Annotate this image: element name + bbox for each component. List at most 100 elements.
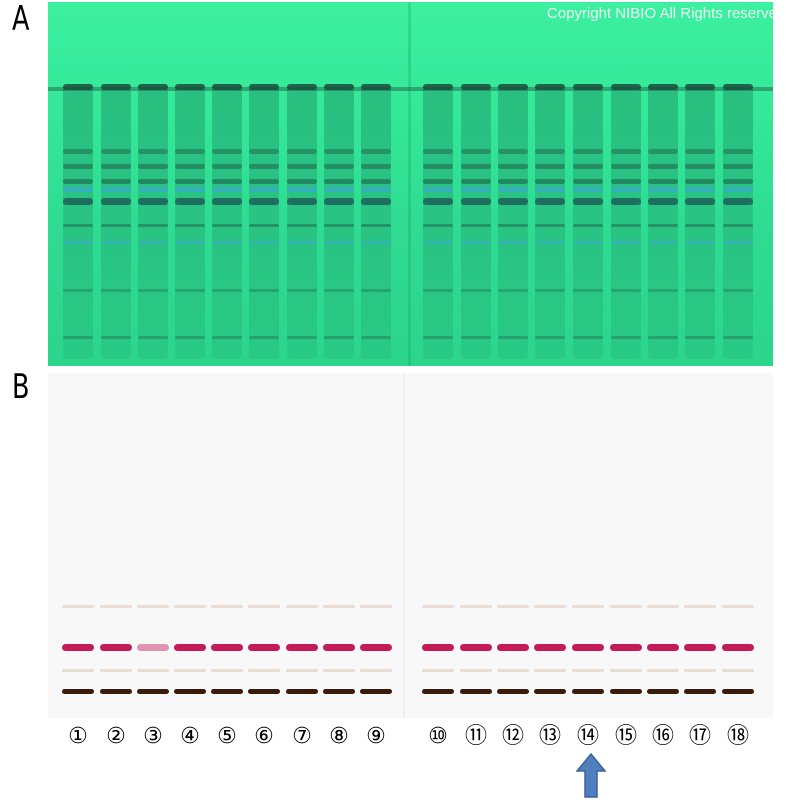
spot-band [461, 198, 491, 205]
spot-band [498, 241, 528, 244]
spot-band [423, 289, 453, 292]
spot-band [175, 198, 205, 205]
spot-band [138, 336, 168, 339]
spot-band [423, 84, 453, 90]
spot-band [535, 224, 565, 227]
spot-band [62, 644, 94, 651]
lane-number-label: ⑪ [464, 724, 487, 749]
spot-band [324, 187, 354, 192]
spot-band [573, 179, 603, 184]
spot-band [212, 84, 242, 90]
spot-band [611, 179, 641, 184]
spot-band [497, 644, 529, 651]
spot-band [62, 669, 94, 672]
spot-band [63, 198, 93, 205]
spot-band [174, 669, 206, 672]
spot-band [535, 179, 565, 184]
lane-number-label: ③ [143, 724, 163, 749]
spot-band [175, 179, 205, 184]
spot-band [723, 164, 753, 169]
spot-band [175, 84, 205, 90]
spot-band [535, 289, 565, 292]
lane-number-label: ⑯ [651, 724, 674, 749]
spot-band [63, 336, 93, 339]
spot-band [423, 187, 453, 192]
spot-band [324, 241, 354, 244]
spot-band [685, 198, 715, 205]
spot-band [63, 224, 93, 227]
spot-band [684, 605, 716, 608]
spot-band [611, 336, 641, 339]
plate-b-lane [323, 595, 355, 705]
spot-band [63, 164, 93, 169]
spot-band [286, 689, 318, 694]
spot-band [287, 164, 317, 169]
spot-band [323, 669, 355, 672]
spot-band [360, 689, 392, 694]
plate-a-lane [685, 84, 715, 359]
lane-number-label: ⑧ [329, 724, 349, 749]
plate-a-lane [324, 84, 354, 359]
spot-band [360, 669, 392, 672]
spot-band [422, 669, 454, 672]
spot-band [647, 669, 679, 672]
spot-band [722, 689, 754, 694]
plate-b-lane [422, 595, 454, 705]
spot-band [423, 336, 453, 339]
spot-band [175, 224, 205, 227]
spot-band [248, 689, 280, 694]
plate-a-lane [175, 84, 205, 359]
spot-band [101, 198, 131, 205]
spot-band [361, 84, 391, 90]
spot-band [249, 149, 279, 154]
spot-band [138, 241, 168, 244]
spot-band [685, 84, 715, 90]
spot-band [572, 689, 604, 694]
plate-a-lane [63, 84, 93, 359]
spot-band [100, 689, 132, 694]
spot-band [248, 669, 280, 672]
spot-band [648, 164, 678, 169]
spot-band [101, 224, 131, 227]
plate-a-lane [287, 84, 317, 359]
spot-band [249, 179, 279, 184]
spot-band [723, 149, 753, 154]
spot-band [137, 669, 169, 672]
spot-band [461, 289, 491, 292]
spot-band [722, 644, 754, 651]
spot-band [212, 224, 242, 227]
spot-band [287, 84, 317, 90]
spot-band [460, 669, 492, 672]
spot-band [101, 149, 131, 154]
lane-number-label: ⑰ [688, 724, 711, 749]
spot-band [723, 224, 753, 227]
plate-b-lane [248, 595, 280, 705]
spot-band [324, 198, 354, 205]
spot-band [101, 336, 131, 339]
spot-band [287, 336, 317, 339]
spot-band [423, 198, 453, 205]
spot-band [611, 198, 641, 205]
spot-band [212, 179, 242, 184]
spot-band [287, 149, 317, 154]
spot-band [573, 224, 603, 227]
plate-b-lane [286, 595, 318, 705]
spot-band [212, 164, 242, 169]
spot-band [534, 669, 566, 672]
spot-band [610, 669, 642, 672]
spot-band [323, 689, 355, 694]
lane-number-label: ② [106, 724, 126, 749]
spot-band [535, 164, 565, 169]
spot-band [722, 669, 754, 672]
plate-b-lane [174, 595, 206, 705]
spot-band [249, 336, 279, 339]
spot-band [685, 187, 715, 192]
spot-band [100, 644, 132, 651]
spot-band [212, 289, 242, 292]
spot-band [422, 644, 454, 651]
spot-band [648, 84, 678, 90]
spot-band [723, 84, 753, 90]
spot-band [723, 179, 753, 184]
spot-band [461, 336, 491, 339]
spot-band [648, 149, 678, 154]
